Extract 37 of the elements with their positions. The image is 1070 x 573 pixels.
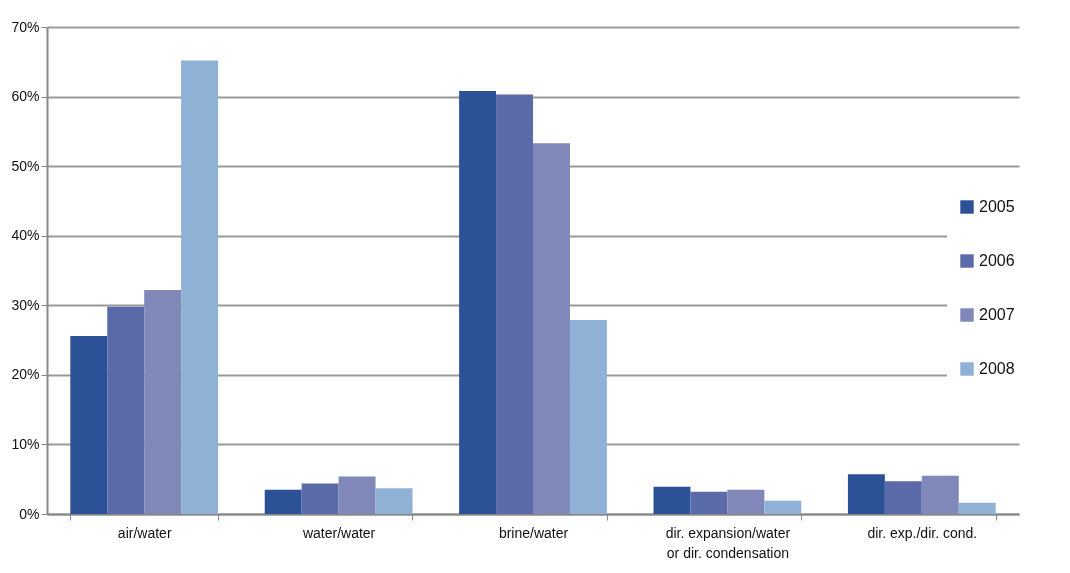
x-tick-label: water/water — [301, 524, 376, 541]
bar — [958, 502, 996, 514]
y-tick-label: 60% — [11, 88, 40, 105]
y-tick-label: 40% — [11, 227, 40, 244]
x-tick-label: dir. expansion/water or dir. condensation — [665, 524, 791, 561]
y-tick-label: 50% — [11, 157, 40, 174]
legend-label: 2005 — [979, 198, 1015, 215]
bar — [847, 474, 885, 514]
bar — [107, 306, 145, 514]
bar — [144, 289, 182, 514]
x-tick-label: air/water — [117, 524, 172, 541]
legend-label: 2006 — [979, 252, 1015, 269]
bar — [496, 94, 533, 514]
bar — [459, 91, 497, 514]
bar — [338, 476, 376, 514]
x-tick-label: brine/water — [498, 524, 569, 541]
bar — [264, 489, 302, 514]
bar — [764, 500, 802, 514]
bar — [690, 491, 728, 514]
legend-label: 2008 — [979, 360, 1015, 377]
legend-label: 2007 — [979, 306, 1015, 323]
bar — [569, 319, 607, 514]
y-tick-label: 10% — [11, 435, 40, 452]
y-tick-label: 70% — [11, 18, 40, 35]
bar — [533, 143, 570, 514]
bar — [301, 483, 339, 514]
bar — [181, 60, 219, 514]
bar — [921, 475, 959, 514]
bar — [727, 489, 765, 514]
bar — [653, 486, 691, 514]
x-tick-label: dir. exp./dir. cond. — [867, 524, 978, 541]
bar — [70, 335, 108, 514]
y-tick-label: 20% — [11, 366, 40, 383]
y-tick-label: 30% — [11, 296, 40, 313]
bar — [375, 488, 413, 514]
y-tick-label: 0% — [19, 505, 40, 522]
bar — [884, 481, 922, 514]
